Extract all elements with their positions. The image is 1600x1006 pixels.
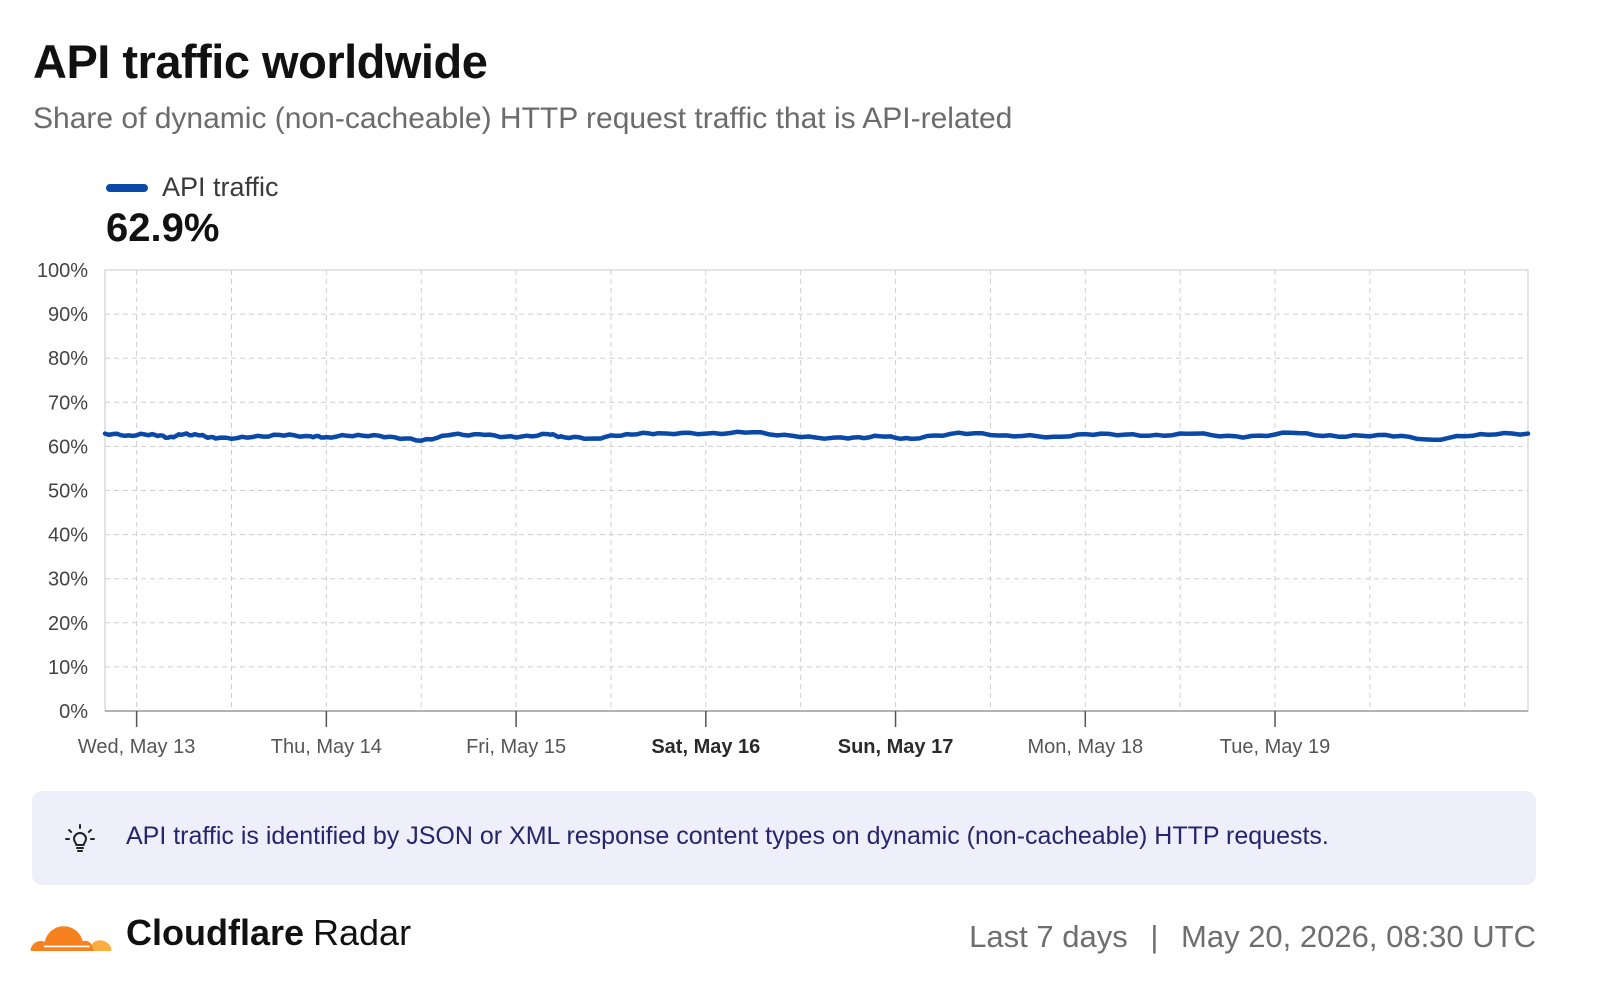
y-tick-label: 60% (48, 436, 88, 458)
last-updated: May 20, 2026, 08:30 UTC (1181, 919, 1536, 954)
brand-name: Cloudflare (126, 912, 305, 953)
y-tick-label: 40% (48, 525, 88, 547)
x-tick-label: Mon, May 18 (1027, 736, 1143, 758)
footer-separator: | (1150, 919, 1159, 954)
cloudflare-cloud-icon (30, 926, 112, 951)
chart-legend[interactable]: API traffic (106, 172, 279, 203)
y-tick-label: 100% (37, 260, 88, 282)
y-tick-label: 90% (48, 304, 88, 326)
product-name: Radar (313, 912, 412, 953)
y-tick-label: 0% (59, 701, 88, 723)
x-tick-label: Sun, May 17 (838, 736, 954, 758)
x-tick-label: Fri, May 15 (466, 736, 566, 758)
series-layer (102, 429, 1531, 443)
y-tick-label: 80% (48, 348, 88, 370)
note-text: API traffic is identified by JSON or XML… (126, 822, 1329, 850)
y-tick-label: 20% (48, 613, 88, 635)
legend-swatch (106, 183, 148, 192)
axis-layer: 0% 10% 20% 30% 40% 50% 60% 70% 80% 90% 100% Wed, Ma… (37, 260, 1529, 758)
current-value: 62.9% (106, 206, 220, 250)
y-tick-label: 10% (48, 657, 88, 679)
y-tick-label: 50% (48, 481, 88, 503)
lightbulb-icon (65, 824, 95, 852)
x-tick-label: Wed, May 13 (78, 736, 195, 758)
line-chart-svg: 0% 10% 20% 30% 40% 50% 60% 70% 80% 90% 100% Wed, Ma… (37, 260, 1531, 758)
info-note: API traffic is identified by JSON or XML… (32, 791, 1536, 885)
series-line-api-traffic (102, 429, 1531, 443)
x-tick-label: Tue, May 19 (1220, 736, 1330, 758)
footer-meta: Last 7 days | May 20, 2026, 08:30 UTC (969, 919, 1536, 955)
chart-title: API traffic worldwide (33, 35, 488, 88)
y-tick-label: 30% (48, 569, 88, 591)
y-tick-label: 70% (48, 392, 88, 414)
grid-layer (105, 270, 1528, 711)
x-tick-label: Sat, May 16 (651, 736, 760, 758)
chart-subtitle: Share of dynamic (non-cacheable) HTTP re… (33, 102, 1013, 135)
x-tick-label: Thu, May 14 (271, 736, 382, 758)
legend-label: API traffic (162, 172, 279, 202)
line-chart[interactable]: 0% 10% 20% 30% 40% 50% 60% 70% 80% 90% 100% Wed, Ma… (0, 250, 1600, 775)
cloudflare-radar-logo[interactable]: Cloudflare Radar (30, 912, 411, 954)
time-range: Last 7 days (969, 919, 1128, 954)
